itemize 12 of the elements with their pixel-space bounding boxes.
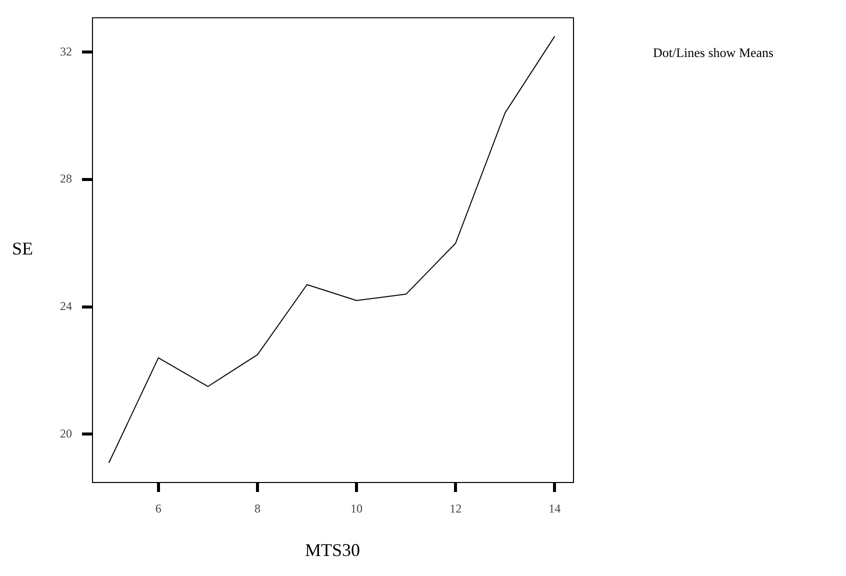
y-tick-label: 28 (60, 172, 72, 186)
y-tick-label: 20 (60, 426, 72, 440)
x-tick-label: 8 (254, 501, 260, 516)
x-axis-title: MTS30 (304, 540, 360, 560)
x-tick-label: 6 (155, 501, 162, 516)
y-axis-title: SE (12, 238, 34, 258)
text: Dot/Lines show Means (653, 45, 774, 60)
y-tick-label: 24 (60, 299, 72, 314)
x-tick-label: 14 (548, 501, 561, 516)
x-tick-label: 12 (450, 501, 462, 516)
y-tick-label: 32 (60, 44, 72, 58)
x-tick-label: 10 (350, 501, 363, 516)
